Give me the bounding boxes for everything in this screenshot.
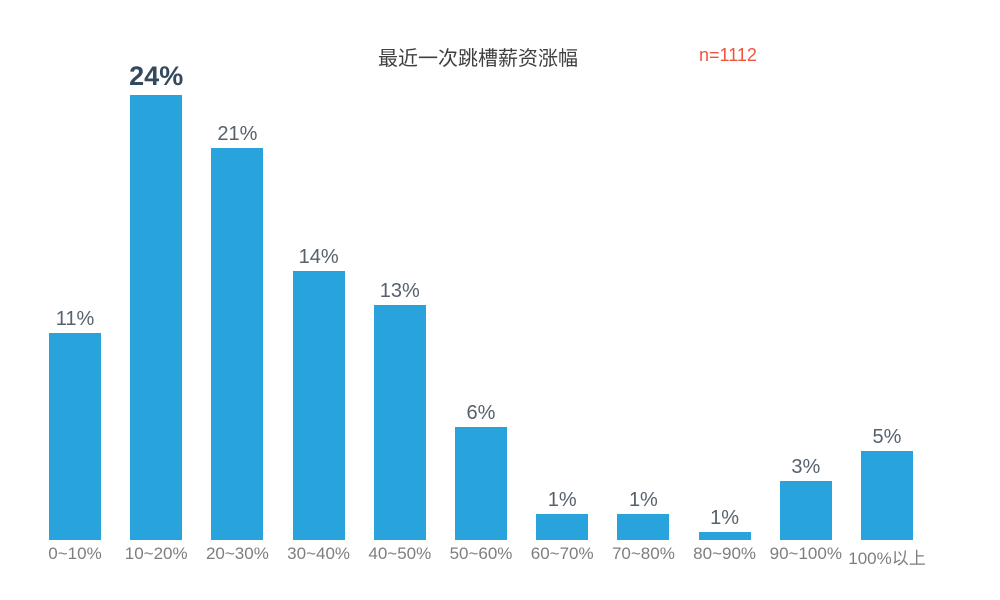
bar-value-label: 3% [791,456,821,478]
x-axis-label: 100%以上 [848,549,926,568]
x-axis-label: 10~20% [124,544,188,563]
bar-value-label: 21% [217,123,258,145]
bar-value-label: 14% [298,246,339,268]
x-axis-label: 40~50% [368,544,432,563]
bar-column: 21% [187,124,287,540]
bar-column: 11% [25,309,125,540]
bar [130,95,183,540]
bar-column: 3% [756,457,856,540]
bar-column: 1% [593,490,693,540]
bar [49,333,101,540]
x-axis-label: 20~30% [205,544,269,563]
bar [292,271,345,540]
bar-column: 5% [837,427,937,540]
x-axis-label: 60~70% [530,544,594,563]
bar-column: 14% [269,247,369,540]
bar-value-label: 1% [628,489,658,511]
bar-value-label: 13% [379,280,420,302]
sample-size-label: n=1112 [699,45,757,65]
x-axis-label: 80~90% [693,544,757,563]
x-axis-label: 50~60% [449,544,513,563]
bar-value-label: 24% [129,61,184,91]
bar-column: 1% [512,490,612,540]
bar-value-label: 6% [466,402,496,424]
bar-value-label: 1% [710,507,740,529]
x-axis-label: 30~40% [287,544,351,563]
bar-column: 24% [106,63,206,540]
bar [373,305,426,540]
bar-value-label: 1% [547,489,577,511]
bar-column: 1% [675,508,775,540]
bar [536,514,589,540]
x-axis-label: 0~10% [48,544,102,563]
chart-title: 最近一次跳槽薪资涨幅 [378,48,578,70]
bar [698,532,751,540]
bar [455,427,507,540]
bar-value-label: 11% [55,308,95,330]
bar-column: 6% [431,403,531,540]
bar [779,481,832,540]
bar [617,514,670,540]
bar-value-label: 5% [872,426,902,448]
bar [211,148,264,540]
x-axis-label: 70~80% [611,544,675,563]
x-axis-label: 90~100% [769,544,842,563]
bar [861,451,913,540]
bar-column: 13% [350,281,450,540]
